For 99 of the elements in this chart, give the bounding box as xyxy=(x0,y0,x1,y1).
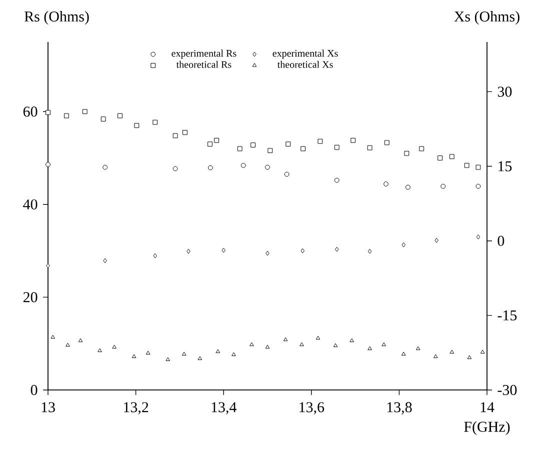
point xyxy=(416,346,420,350)
point xyxy=(240,162,246,168)
y-axis-title: Rs (Ohms) xyxy=(24,11,89,25)
y2-tick-label: -15 xyxy=(498,310,517,320)
y-tick-label: 20 xyxy=(23,292,38,302)
y2-axis-title: Xs (Ohms) xyxy=(454,11,520,25)
point xyxy=(434,238,438,243)
point xyxy=(182,352,186,356)
point xyxy=(166,357,170,362)
point xyxy=(467,355,472,360)
point xyxy=(368,248,372,254)
y2-tick-label: 0 xyxy=(498,236,504,246)
point xyxy=(103,258,107,264)
x-tick-label: 13 xyxy=(42,402,55,412)
point xyxy=(334,246,339,252)
point xyxy=(438,156,442,160)
point xyxy=(250,342,254,346)
point xyxy=(300,248,305,254)
point xyxy=(198,356,202,360)
x-tick-label: 13,6 xyxy=(300,402,324,414)
point xyxy=(265,164,270,170)
point xyxy=(406,184,410,190)
point xyxy=(316,336,320,340)
point xyxy=(476,234,480,240)
legend-label: experimental Rs xyxy=(172,50,236,59)
point xyxy=(46,110,50,115)
point xyxy=(433,354,438,358)
point xyxy=(283,337,288,342)
point xyxy=(334,144,340,150)
point xyxy=(266,250,270,256)
point xyxy=(464,162,470,168)
point xyxy=(182,130,188,135)
point xyxy=(300,342,304,346)
point xyxy=(172,133,178,138)
y2-tick-label: 30 xyxy=(498,86,512,97)
point xyxy=(350,138,356,143)
point xyxy=(384,140,390,146)
point xyxy=(250,142,256,148)
point xyxy=(404,150,410,156)
point xyxy=(146,350,150,355)
point xyxy=(82,109,88,114)
y-tick-label: 0 xyxy=(30,384,38,396)
point xyxy=(78,338,83,342)
point xyxy=(384,182,388,186)
point xyxy=(265,344,270,349)
point xyxy=(382,342,386,346)
point xyxy=(98,348,102,352)
point xyxy=(440,184,446,189)
legend-label: theoretical Rs xyxy=(176,60,232,68)
point xyxy=(216,349,220,354)
point xyxy=(102,164,108,170)
point xyxy=(208,142,212,147)
point xyxy=(333,343,338,348)
point xyxy=(402,242,406,248)
point xyxy=(401,352,406,356)
point xyxy=(480,350,485,354)
point xyxy=(476,184,481,189)
point xyxy=(367,145,372,150)
point xyxy=(153,253,158,258)
point xyxy=(450,350,454,354)
point xyxy=(186,248,190,254)
legend-label: theoretical Xs xyxy=(277,60,333,68)
x-tick-label: 13,4 xyxy=(212,402,236,414)
x-axis-title: F(GHz) xyxy=(464,421,510,435)
point xyxy=(132,354,136,358)
point xyxy=(368,346,372,350)
point xyxy=(232,352,236,356)
point xyxy=(286,142,291,147)
point xyxy=(350,338,354,342)
point xyxy=(112,344,116,349)
point xyxy=(300,146,306,152)
point xyxy=(152,120,158,125)
y2-tick-label: -30 xyxy=(498,384,517,396)
point xyxy=(66,342,70,347)
point xyxy=(318,138,323,144)
point xyxy=(172,166,178,172)
point xyxy=(268,148,273,154)
x-tick-label: 13,8 xyxy=(387,402,412,414)
point xyxy=(449,154,454,160)
point xyxy=(208,165,213,170)
x-tick-label: 14 xyxy=(480,402,494,412)
point xyxy=(64,113,69,118)
y-tick-label: 60 xyxy=(23,106,38,117)
point xyxy=(214,138,220,143)
point xyxy=(50,334,55,339)
point xyxy=(419,146,424,152)
y-tick-label: 40 xyxy=(23,199,38,210)
x-tick-label: 13,2 xyxy=(124,402,148,414)
y2-tick-label: 15 xyxy=(498,161,512,172)
point xyxy=(237,146,242,152)
point xyxy=(334,178,340,183)
point xyxy=(284,172,290,177)
point xyxy=(476,164,481,170)
point xyxy=(134,123,140,128)
point xyxy=(222,248,226,253)
point xyxy=(46,162,50,167)
point xyxy=(100,116,106,122)
legend-label: experimental Xs xyxy=(272,50,338,59)
point xyxy=(118,113,122,118)
